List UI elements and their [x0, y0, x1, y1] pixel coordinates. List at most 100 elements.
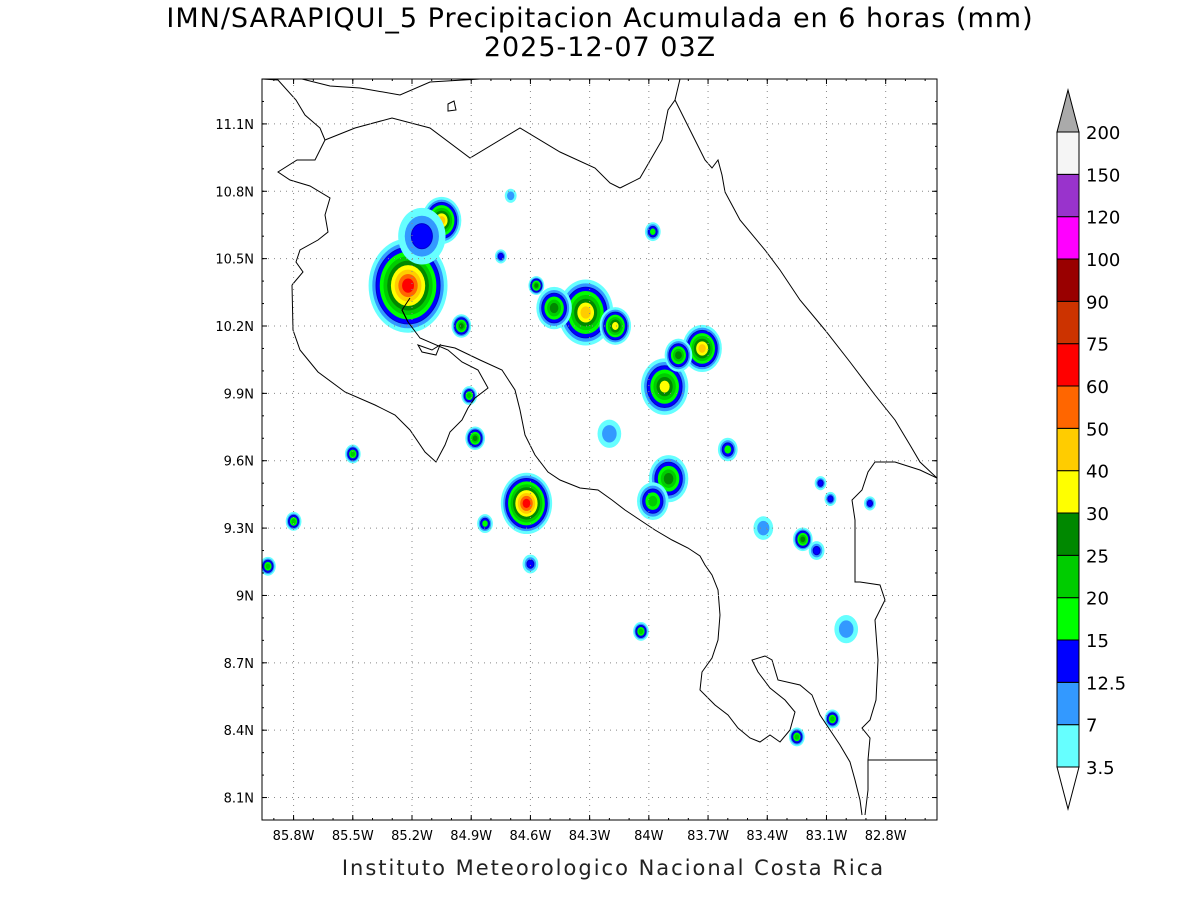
precip-contour — [580, 306, 591, 319]
colorbar-box — [1056, 724, 1080, 768]
precip-contour-line — [480, 517, 490, 530]
precip-contour — [611, 322, 619, 330]
precip-contour — [838, 620, 854, 638]
precip-cell — [368, 238, 448, 333]
precip-contour — [867, 500, 873, 507]
colorbar-box — [1056, 554, 1080, 599]
lon-tick-label: 85.8W — [273, 829, 315, 844]
colorbar-threshold-label: 150 — [1086, 165, 1120, 186]
precip-cell — [824, 709, 841, 729]
latitude-axis-labels: 11.1N 10.8N 10.5N 10.2N 9.9N 9.6N 9.3N 9N 8.7N 8.… — [215, 118, 254, 807]
plot-frame — [261, 78, 938, 821]
colorbar-box — [1056, 173, 1080, 218]
precip-contour — [675, 351, 682, 360]
precip-contour-line — [795, 530, 811, 549]
precip-contour — [638, 628, 644, 635]
precip-contour-line — [530, 278, 543, 293]
map-title: IMN/SARAPIQUI_5 Precipitacion Acumulada … — [166, 3, 1034, 34]
colorbar-threshold-label: 30 — [1086, 504, 1109, 525]
precip-contour — [534, 283, 539, 288]
precip-contour-line — [642, 488, 664, 514]
gulf-of-nicoya — [439, 344, 863, 816]
precip-contour — [466, 392, 472, 399]
colorbar-threshold-label: 75 — [1086, 335, 1109, 356]
precip-contour-line — [647, 225, 658, 238]
colorbar-threshold-label: 40 — [1086, 462, 1109, 483]
colorbar-threshold-label: 20 — [1086, 589, 1109, 610]
precip-contour-line — [826, 712, 838, 726]
colorbar-threshold-label: 50 — [1086, 419, 1109, 440]
precip-cell — [465, 426, 486, 451]
precip-contour-line — [721, 442, 734, 457]
lon-tick-label: 84.6W — [510, 829, 552, 844]
precip-contour — [411, 223, 433, 249]
lon-tick-label: 84.3W — [569, 829, 611, 844]
precip-contour — [522, 498, 531, 509]
precip-contour-line — [288, 514, 300, 528]
precip-cell — [477, 514, 493, 534]
colorbar-labels: 3.5 7 12.5 15 20 25 30 40 50 60 75 90 100 120 150 200 — [1086, 123, 1126, 779]
precip-cell — [644, 222, 661, 242]
colorbar-box — [1056, 300, 1080, 345]
lat-tick-label: 10.8N — [215, 185, 254, 200]
precip-cell — [558, 279, 614, 346]
precip-contour — [265, 563, 271, 569]
lat-lon-grid — [262, 79, 937, 820]
caribbean-coast — [619, 79, 937, 479]
precip-cell — [500, 472, 553, 535]
precip-cell — [788, 727, 805, 747]
precip-contour — [350, 451, 356, 457]
colorbar-box — [1056, 512, 1080, 556]
precip-contour-line — [827, 495, 834, 503]
colorbar-threshold-label: 200 — [1086, 123, 1120, 144]
lat-tick-label: 8.1N — [224, 792, 254, 807]
lat-tick-label: 9.6N — [224, 455, 254, 470]
lon-tick-label: 84W — [634, 829, 664, 844]
precip-contour — [498, 253, 504, 260]
precip-cell — [792, 527, 813, 552]
footer-credit: Instituto Meteorologico Nacional Costa R… — [341, 856, 886, 880]
precip-contour-line — [262, 559, 274, 573]
precip-contour — [549, 302, 559, 314]
precip-cell — [528, 276, 545, 296]
nicoya-inner — [401, 309, 442, 356]
precip-cell — [522, 554, 539, 574]
precip-contour-line — [463, 389, 475, 403]
precip-contour-line — [817, 479, 824, 487]
precip-contour — [813, 546, 821, 555]
panama-border — [851, 461, 937, 816]
lon-tick-label: 83.4W — [746, 829, 788, 844]
precip-contour — [724, 445, 732, 454]
lon-tick-label: 84.9W — [450, 829, 492, 844]
colorbar-threshold-label: 60 — [1086, 377, 1109, 398]
precip-contour-line — [635, 624, 647, 638]
lat-tick-label: 8.4N — [224, 724, 254, 739]
colorbar-box — [1056, 216, 1080, 260]
colorbar-box — [1056, 470, 1080, 514]
precip-cell — [640, 358, 689, 415]
precip-contour-line — [812, 545, 821, 556]
precip-cell — [599, 307, 632, 345]
precip-contour-line — [347, 447, 359, 461]
precip-contour — [482, 520, 488, 527]
colorbar-box — [1056, 427, 1080, 472]
precip-cell — [398, 207, 446, 265]
precip-contour-line — [410, 223, 433, 250]
precip-contour — [648, 495, 658, 507]
precip-contour — [402, 278, 415, 293]
colorbar-threshold-label: 25 — [1086, 546, 1109, 567]
colorbar-box — [1056, 597, 1080, 641]
lon-tick-label: 85.5W — [332, 829, 374, 844]
colorbar-box — [1056, 131, 1080, 175]
precip-contour — [458, 323, 464, 329]
precip-cell — [863, 496, 876, 511]
precip-contour-line — [654, 461, 683, 496]
precip-cell — [814, 476, 827, 491]
precip-cell — [494, 249, 507, 264]
lat-tick-label: 10.2N — [215, 320, 254, 335]
precip-cell — [597, 419, 622, 448]
precip-contour-line — [467, 429, 483, 447]
precip-cell — [344, 444, 361, 464]
precip-contour — [291, 518, 296, 525]
lon-tick-label: 82.8W — [865, 829, 907, 844]
